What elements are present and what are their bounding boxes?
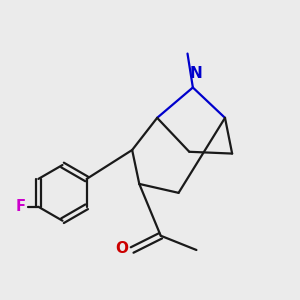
- Text: O: O: [116, 241, 129, 256]
- Text: F: F: [16, 199, 26, 214]
- Text: N: N: [189, 66, 202, 81]
